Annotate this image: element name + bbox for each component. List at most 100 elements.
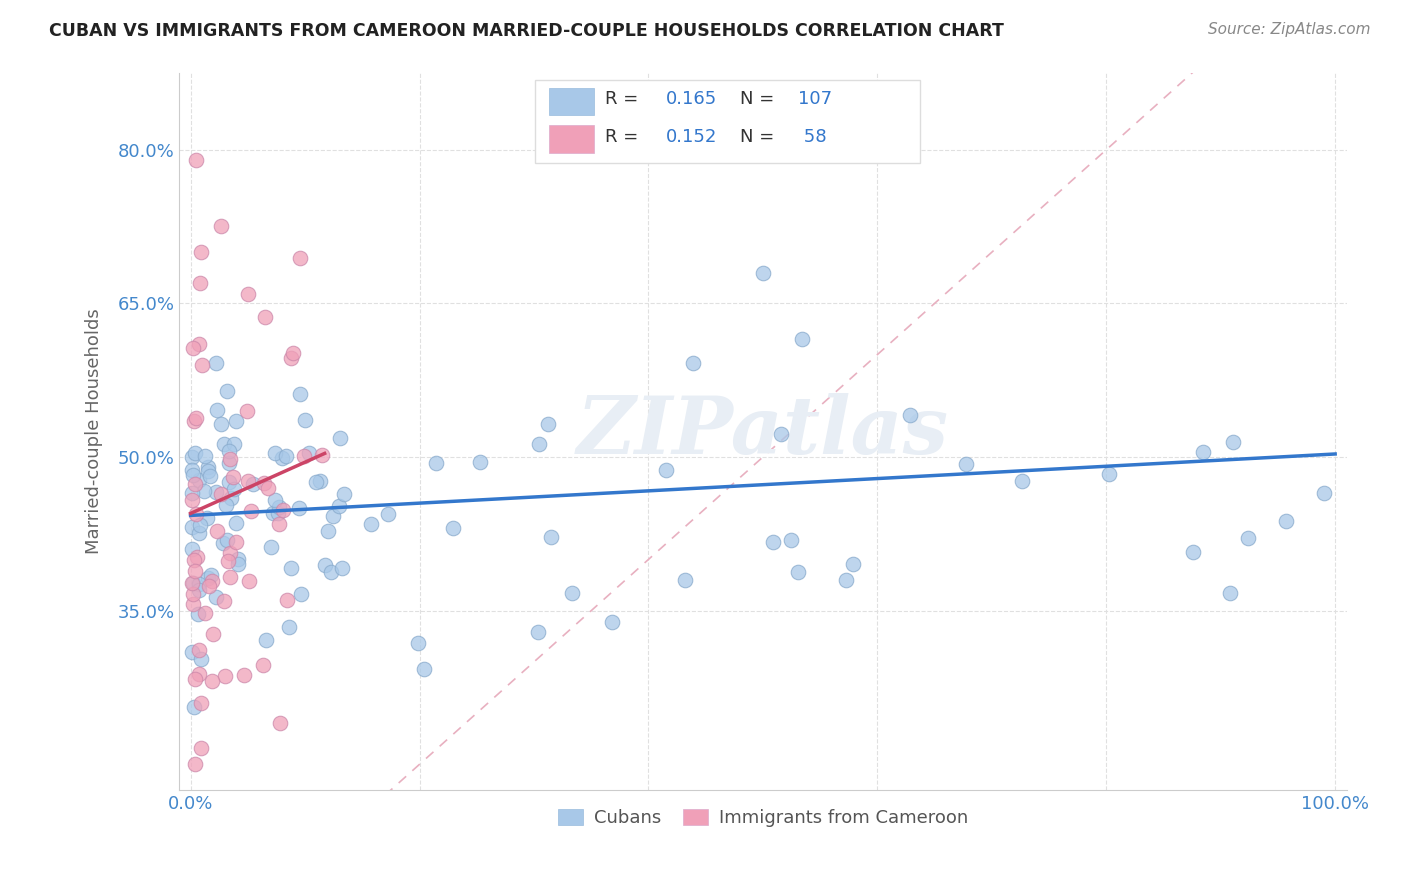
Point [242,477,264,491]
Point [183,672,205,686]
Point [308,475,330,489]
Text: R =: R = [605,90,644,108]
Point [1191,444,1213,458]
Point [197,459,219,474]
Point [214,498,236,512]
Point [527,437,550,451]
Point [297,445,319,459]
Point [201,574,224,589]
Point [225,516,247,530]
Point [330,561,353,575]
Point [333,487,356,501]
Point [322,508,344,523]
Point [273,502,295,516]
Point [218,443,240,458]
Point [762,534,785,549]
Point [682,356,704,370]
Point [238,574,260,588]
Text: 58: 58 [799,128,827,146]
Point [184,476,207,491]
Point [181,493,204,508]
Point [955,457,977,471]
Text: N =: N = [740,128,779,146]
FancyBboxPatch shape [550,126,593,153]
Point [195,510,218,524]
Point [197,571,219,585]
Point [1237,531,1260,545]
Point [186,507,208,521]
Point [316,524,339,538]
Point [214,436,236,450]
Point [198,469,221,483]
Point [219,491,242,506]
Point [321,565,343,579]
Point [191,358,214,372]
Point [180,485,202,500]
Text: 0.165: 0.165 [666,90,717,108]
Point [1219,586,1241,600]
Point [212,594,235,608]
Point [181,587,204,601]
Point [218,456,240,470]
Point [188,276,211,290]
Point [190,652,212,666]
Point [236,404,259,418]
Point [194,606,217,620]
Point [290,251,312,265]
Point [408,635,430,649]
Point [264,446,287,460]
Point [188,473,211,487]
Y-axis label: Married-couple Households: Married-couple Households [86,309,103,554]
Point [290,587,312,601]
Point [187,666,209,681]
Point [314,558,336,573]
Point [187,337,209,351]
Text: ZIPatlas: ZIPatlas [576,392,949,470]
Point [280,351,302,366]
Point [183,414,205,428]
Point [271,450,294,465]
Point [186,550,208,565]
Point [267,500,290,514]
Point [225,535,247,549]
Point [790,332,813,346]
Point [328,499,350,513]
Point [311,448,333,462]
Point [1098,467,1121,482]
Point [425,456,447,470]
Point [180,520,202,534]
Point [190,696,212,710]
Text: N =: N = [740,90,779,108]
Point [184,757,207,772]
Point [267,517,290,532]
Point [262,506,284,520]
Point [193,483,215,498]
Point [269,715,291,730]
Point [184,410,207,425]
Point [181,576,204,591]
Point [184,446,207,460]
Point [267,506,290,520]
Point [276,593,298,607]
Point [561,586,583,600]
Point [536,417,558,432]
Point [218,546,240,560]
Point [779,533,801,547]
Point [898,408,921,422]
Point [226,552,249,566]
Point [205,524,228,538]
FancyBboxPatch shape [550,87,593,115]
Point [1011,474,1033,488]
Point [183,564,205,578]
Point [181,341,204,355]
Point [260,540,283,554]
Point [252,657,274,672]
FancyBboxPatch shape [536,80,921,162]
Point [183,553,205,567]
Point [211,536,233,550]
Point [527,624,550,639]
Point [360,517,382,532]
Point [602,615,624,630]
Point [215,533,238,547]
Point [236,474,259,488]
